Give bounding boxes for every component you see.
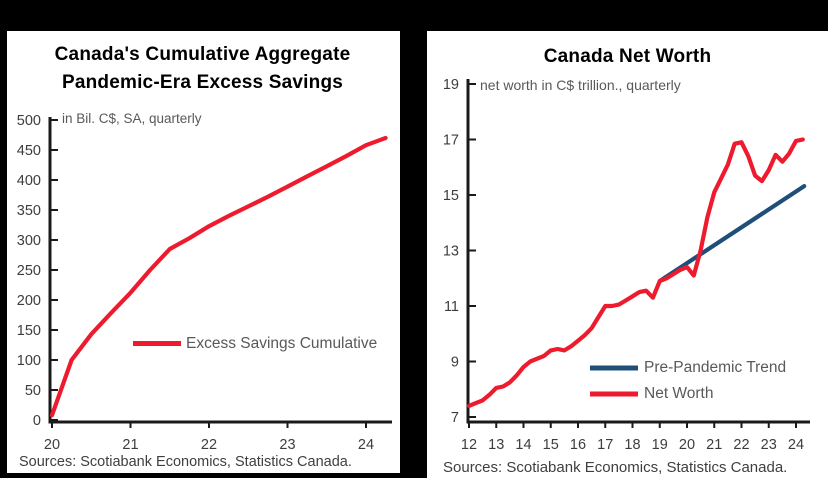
left-panel-bottom-border	[0, 473, 427, 478]
net-worth-axis-units-label: net worth in C$ trillion., quarterly	[480, 77, 681, 93]
top-black-band	[0, 0, 828, 31]
excess-savings-axis-units-label: in Bil. C$, SA, quarterly	[62, 111, 202, 126]
sources-note-left: Sources: Scotiabank Economics, Statistic…	[19, 454, 352, 470]
sources-note-right: Sources: Scotiabank Economics, Statistic…	[443, 459, 788, 476]
panel-divider	[400, 31, 427, 478]
net-worth-chart-title: Canada Net Worth	[543, 46, 712, 67]
excess-savings-title-line1: Canada's Cumulative Aggregate	[54, 44, 351, 65]
left-black-edge	[0, 31, 7, 478]
legend-label-net-worth: Net Worth	[644, 385, 714, 402]
legend-label-excess-savings: Excess Savings Cumulative	[186, 335, 378, 352]
excess-savings-panel	[7, 31, 400, 473]
excess-savings-title-line2: Pandemic-Era Excess Savings	[61, 72, 344, 93]
legend-label-pre-pandemic-trend: Pre-Pandemic Trend	[644, 359, 787, 376]
net-worth-panel	[427, 31, 828, 483]
excess-savings-chart-title: Canada's Cumulative Aggregate Pandemic-E…	[6, 41, 399, 97]
